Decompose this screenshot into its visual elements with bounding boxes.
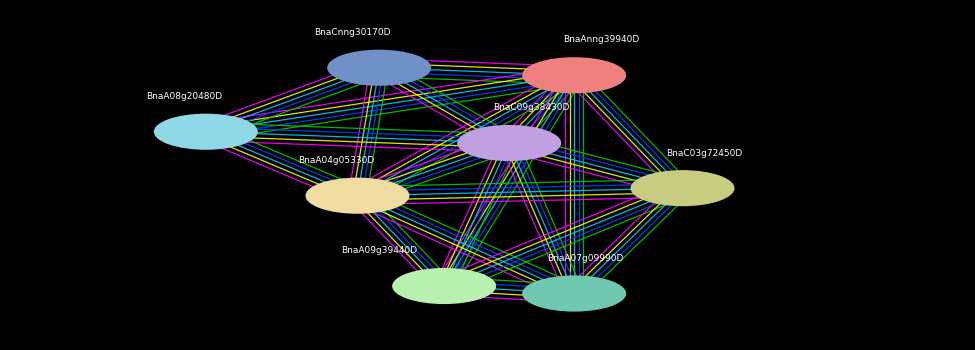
Circle shape <box>305 178 410 214</box>
Text: BnaA04g05330D: BnaA04g05330D <box>297 156 374 166</box>
Circle shape <box>392 268 496 304</box>
Circle shape <box>631 170 734 206</box>
Circle shape <box>523 275 626 312</box>
Circle shape <box>328 50 431 86</box>
Text: BnaC09g38430D: BnaC09g38430D <box>492 103 569 112</box>
Text: BnaA07g09990D: BnaA07g09990D <box>547 254 623 263</box>
Circle shape <box>457 125 562 161</box>
Text: BnaC03g72450D: BnaC03g72450D <box>666 149 742 158</box>
Text: BnaA08g20480D: BnaA08g20480D <box>146 92 222 101</box>
Text: BnaAnng39940D: BnaAnng39940D <box>564 35 640 44</box>
Circle shape <box>523 57 626 93</box>
Text: BnaA09g39440D: BnaA09g39440D <box>341 246 417 255</box>
Circle shape <box>154 114 257 150</box>
Text: BnaCnng30170D: BnaCnng30170D <box>314 28 390 37</box>
